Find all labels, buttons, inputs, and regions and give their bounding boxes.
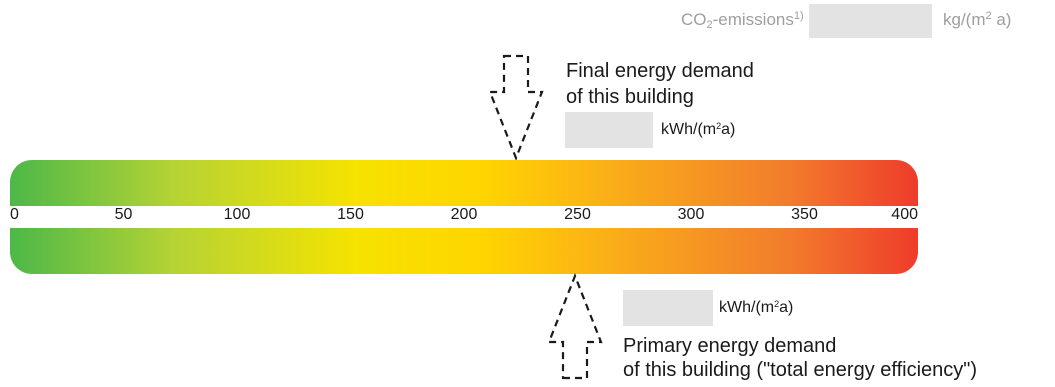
scale-tick-label: 200	[450, 206, 478, 223]
final-energy-demand-unit: kWh/(m2a)	[661, 121, 736, 138]
scale-upper-band-flat	[10, 182, 918, 206]
final-energy-demand-label: Final energy demand of this building	[566, 58, 754, 110]
co2-emissions-label: CO2-emissions1)	[681, 10, 804, 31]
scale-tick-label: 300	[677, 206, 705, 223]
final-energy-marker-arrow-icon	[488, 54, 544, 162]
primary-energy-demand-label-line1: Primary energy demand	[623, 335, 837, 357]
primary-energy-demand-value-field[interactable]	[623, 290, 713, 326]
primary-energy-marker-arrow-icon	[547, 272, 603, 380]
scale-tick-strip	[10, 206, 918, 228]
scale-tick-label: 350	[791, 206, 818, 223]
primary-energy-demand-unit: kWh/(m2a)	[719, 299, 794, 316]
final-energy-demand-label-line1: Final energy demand	[566, 60, 754, 82]
co2-emissions-unit: kg/(m2 a)	[943, 10, 1012, 29]
primary-energy-demand-label-line2: of this building ("total energy efficien…	[623, 359, 978, 381]
co2-emissions-value-field[interactable]	[809, 4, 932, 38]
scale-tick-label: 400	[891, 206, 918, 223]
scale-tick-label: 150	[337, 206, 364, 223]
scale-tick-label: 100	[223, 206, 251, 223]
scale-tick-label: 50	[114, 206, 133, 223]
energy-scale-bar	[10, 160, 918, 274]
final-energy-demand-label-line2: of this building	[566, 86, 694, 108]
scale-tick-label: 250	[564, 206, 591, 223]
final-energy-demand-value-field[interactable]	[565, 112, 653, 148]
scale-lower-band-flat	[10, 228, 918, 252]
scale-tick-label: 0	[10, 206, 19, 223]
primary-energy-demand-label: Primary energy demand of this building (…	[623, 334, 977, 382]
